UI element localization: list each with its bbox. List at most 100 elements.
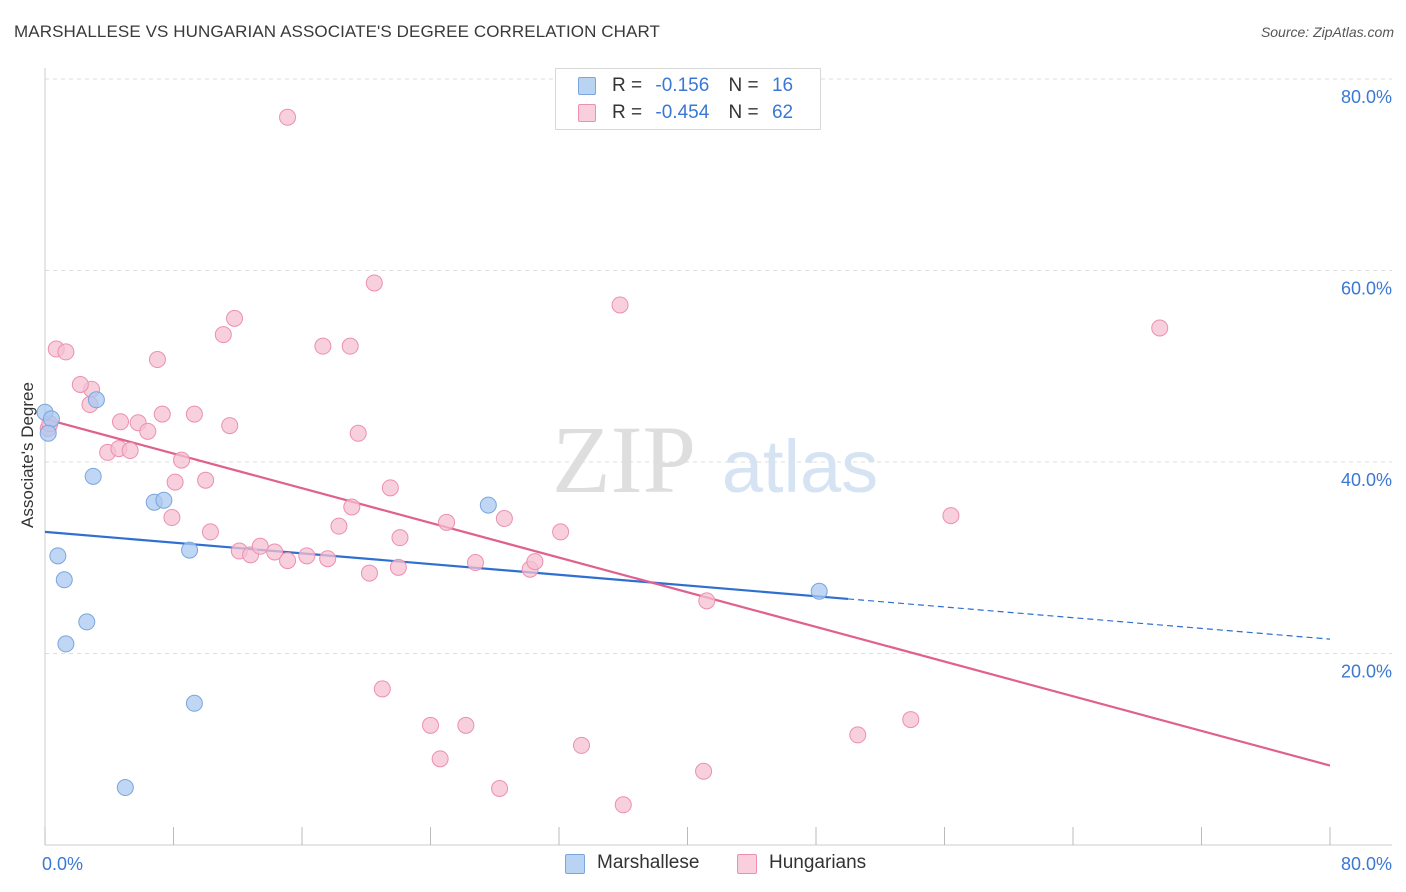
legend-label-marshallese: Marshallese xyxy=(597,852,700,873)
point-hungarians[interactable] xyxy=(185,405,203,423)
point-hungarians[interactable] xyxy=(153,405,171,423)
n-label: N = xyxy=(728,102,759,123)
n-value-marshallese: 16 xyxy=(771,75,794,96)
point-hungarians[interactable] xyxy=(279,108,297,126)
point-hungarians[interactable] xyxy=(251,537,269,555)
point-hungarians[interactable] xyxy=(373,680,391,698)
point-marshallese[interactable] xyxy=(39,424,57,442)
point-hungarians[interactable] xyxy=(391,529,409,547)
point-hungarians[interactable] xyxy=(457,716,475,734)
watermark-atlas: atlas xyxy=(722,425,878,508)
x-tick-label-right: 80.0% xyxy=(1341,854,1392,874)
trend-line-hungarians xyxy=(44,417,1331,767)
r-value-marshallese: -0.156 xyxy=(655,75,710,96)
point-hungarians[interactable] xyxy=(552,523,570,541)
point-marshallese[interactable] xyxy=(155,491,173,509)
point-hungarians[interactable] xyxy=(57,343,75,361)
x-tick-label-left: 0.0% xyxy=(42,854,83,874)
point-hungarians[interactable] xyxy=(389,558,407,576)
chart-source: Source: ZipAtlas.com xyxy=(1260,24,1394,40)
point-hungarians[interactable] xyxy=(173,451,191,469)
n-label: N = xyxy=(728,75,759,96)
point-hungarians[interactable] xyxy=(197,471,215,489)
point-hungarians[interactable] xyxy=(365,274,383,292)
point-hungarians[interactable] xyxy=(381,479,399,497)
point-hungarians[interactable] xyxy=(330,517,348,535)
r-label: R = xyxy=(612,102,643,123)
marshallese-swatch xyxy=(578,77,596,95)
point-hungarians[interactable] xyxy=(902,711,920,729)
point-hungarians[interactable] xyxy=(226,309,244,327)
point-marshallese[interactable] xyxy=(55,571,73,589)
point-hungarians[interactable] xyxy=(431,750,449,768)
hungarians-legend-swatch xyxy=(737,854,757,874)
y-tick-label: 60.0% xyxy=(1341,279,1392,299)
point-hungarians[interactable] xyxy=(438,513,456,531)
point-marshallese[interactable] xyxy=(181,541,199,559)
n-value-hungarians: 62 xyxy=(771,102,794,123)
gridlines xyxy=(45,78,1392,654)
trend-line-extension-marshallese xyxy=(848,598,1331,640)
point-marshallese[interactable] xyxy=(57,635,75,653)
stats-legend: R = -0.156 N = 16 R = -0.454 N = 62 xyxy=(555,68,821,130)
point-hungarians[interactable] xyxy=(221,417,239,435)
point-hungarians[interactable] xyxy=(148,351,166,369)
y-axis-label: Associate's Degree xyxy=(18,382,37,528)
point-hungarians[interactable] xyxy=(942,507,960,525)
legend-label-hungarians: Hungarians xyxy=(769,852,867,873)
point-hungarians[interactable] xyxy=(314,337,332,355)
hungarians-swatch xyxy=(578,104,596,122)
r-value-hungarians: -0.454 xyxy=(655,102,710,123)
point-hungarians[interactable] xyxy=(611,296,629,314)
point-hungarians[interactable] xyxy=(1151,319,1169,337)
point-hungarians[interactable] xyxy=(298,547,316,565)
point-hungarians[interactable] xyxy=(491,780,509,798)
point-hungarians[interactable] xyxy=(422,716,439,734)
point-hungarians[interactable] xyxy=(698,592,716,610)
point-hungarians[interactable] xyxy=(849,726,867,744)
point-hungarians[interactable] xyxy=(466,554,484,572)
point-marshallese[interactable] xyxy=(49,547,67,565)
point-hungarians[interactable] xyxy=(495,509,513,527)
watermark: ZIP atlas xyxy=(552,406,878,513)
trend-lines xyxy=(44,417,1331,767)
y-tick-label: 20.0% xyxy=(1341,662,1392,682)
point-marshallese[interactable] xyxy=(84,467,102,485)
data-points xyxy=(36,108,1169,814)
point-hungarians[interactable] xyxy=(319,550,337,568)
trend-line-marshallese xyxy=(44,530,849,601)
point-hungarians[interactable] xyxy=(279,552,297,570)
point-hungarians[interactable] xyxy=(139,422,157,440)
point-hungarians[interactable] xyxy=(614,796,632,814)
watermark-zip: ZIP xyxy=(552,406,696,513)
point-hungarians[interactable] xyxy=(572,736,590,754)
point-hungarians[interactable] xyxy=(71,375,89,393)
point-hungarians[interactable] xyxy=(214,326,232,344)
axes xyxy=(44,68,1392,846)
point-hungarians[interactable] xyxy=(166,473,184,491)
point-marshallese[interactable] xyxy=(42,410,60,428)
point-marshallese[interactable] xyxy=(87,391,105,409)
marshallese-legend-swatch xyxy=(565,854,585,874)
point-hungarians[interactable] xyxy=(360,564,378,582)
chart-title: MARSHALLESE VS HUNGARIAN ASSOCIATE'S DEG… xyxy=(14,22,661,41)
point-marshallese[interactable] xyxy=(78,613,96,631)
y-tick-label: 40.0% xyxy=(1341,470,1392,490)
point-hungarians[interactable] xyxy=(341,337,359,355)
point-marshallese[interactable] xyxy=(116,779,134,797)
point-hungarians[interactable] xyxy=(121,442,139,460)
point-hungarians[interactable] xyxy=(343,498,361,516)
point-hungarians[interactable] xyxy=(526,553,544,571)
point-hungarians[interactable] xyxy=(111,413,129,431)
y-tick-label: 80.0% xyxy=(1341,87,1392,107)
point-hungarians[interactable] xyxy=(201,523,219,541)
point-marshallese[interactable] xyxy=(810,582,828,600)
point-hungarians[interactable] xyxy=(695,762,713,780)
point-hungarians[interactable] xyxy=(163,509,181,527)
point-marshallese[interactable] xyxy=(185,694,203,712)
point-hungarians[interactable] xyxy=(266,543,284,561)
r-label: R = xyxy=(612,75,643,96)
point-marshallese[interactable] xyxy=(479,496,497,514)
point-hungarians[interactable] xyxy=(349,424,367,442)
